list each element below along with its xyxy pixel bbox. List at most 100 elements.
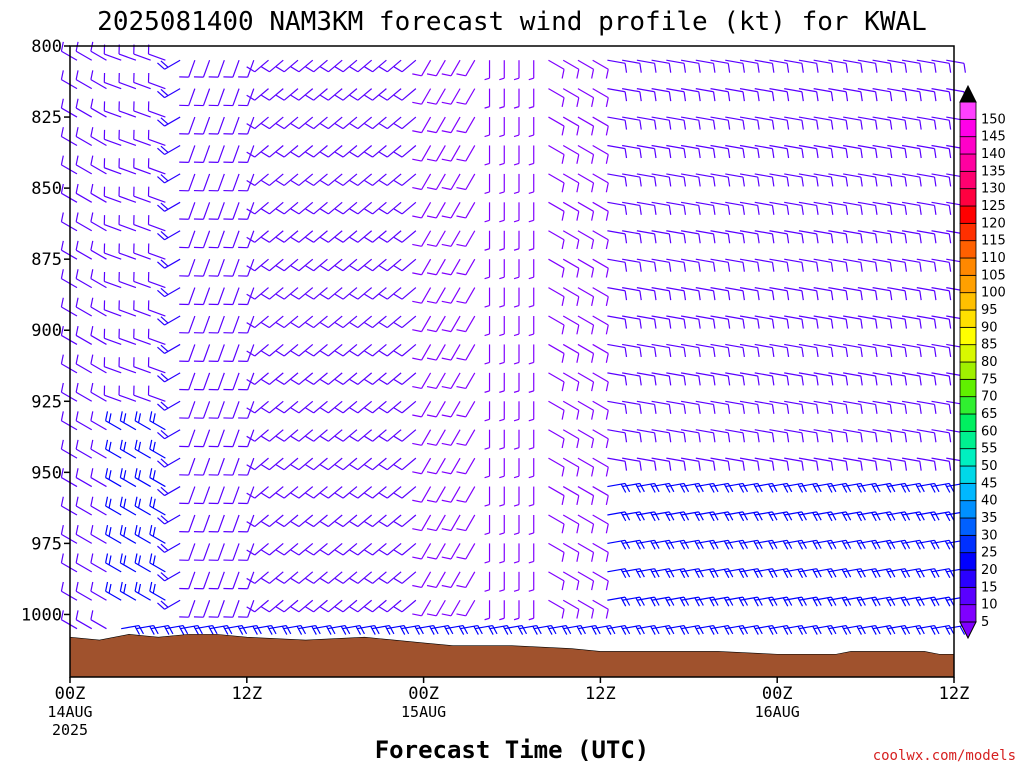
barb-flag-10kt (334, 265, 344, 272)
barb-shaft (651, 343, 670, 349)
wind-barb (119, 468, 137, 488)
barb-flag-10kt (75, 127, 79, 137)
wind-barb (828, 287, 849, 301)
barb-flag-10kt (412, 613, 422, 617)
wind-barb (695, 343, 716, 358)
barb-flag-10kt (197, 625, 203, 635)
barb-shaft (857, 482, 876, 488)
barb-flag-10kt (320, 577, 329, 584)
wind-barb (349, 230, 373, 243)
barb-shaft (386, 400, 402, 414)
wind-barb (103, 129, 122, 147)
barb-flag-10kt (712, 176, 716, 187)
barb-flag-10kt (393, 123, 403, 130)
barb-flag-10kt (256, 625, 262, 635)
wind-barb (813, 201, 834, 215)
barb-flag-10kt (364, 123, 373, 130)
barb-shaft (577, 258, 594, 269)
wind-barb (798, 457, 819, 471)
barb-shaft (372, 287, 387, 300)
barb-flag-10kt (305, 464, 314, 471)
barb-shaft (887, 429, 906, 434)
wind-barb (798, 173, 819, 187)
wind-barb (592, 457, 609, 477)
barb-flag-10kt (841, 597, 848, 607)
y-tick-label: 825 (31, 108, 62, 128)
wind-barb (441, 59, 461, 77)
barb-flag-10kt (344, 625, 351, 635)
barb-flag-5kt (513, 503, 520, 507)
barb-shaft (798, 568, 817, 573)
barb-flag-10kt (801, 290, 804, 301)
barb-flag-10kt (123, 441, 127, 452)
barb-flag-10kt (889, 483, 896, 493)
barb-shaft (202, 486, 211, 504)
barb-flag-10kt (845, 233, 849, 244)
barb-shaft (695, 315, 714, 320)
colorbar-swatch (959, 413, 977, 432)
barb-flag-10kt (727, 290, 731, 301)
barb-flag-10kt (349, 208, 359, 215)
barb-flag-10kt (904, 375, 908, 386)
barb-shaft (695, 372, 714, 377)
barb-shaft (739, 372, 758, 377)
barb-flag-10kt (246, 293, 256, 300)
barb-shaft (784, 343, 803, 349)
wind-barb (179, 116, 196, 135)
barb-flag-10kt (364, 322, 373, 329)
wind-barb (887, 173, 908, 187)
barb-flag-10kt (653, 347, 657, 358)
barb-flag-10kt (624, 539, 631, 549)
barb-flag-10kt (812, 597, 818, 607)
barb-flag-10kt (933, 404, 937, 414)
barb-flag-10kt (591, 410, 595, 420)
barb-shaft (357, 429, 373, 442)
barb-flag-10kt (826, 597, 833, 607)
barb-shaft (188, 571, 196, 589)
wind-barb (456, 173, 476, 191)
wind-barb (75, 411, 93, 431)
wind-barb (636, 230, 657, 244)
barb-shaft (725, 457, 744, 462)
barb-flag-10kt (826, 483, 833, 493)
wind-barb (916, 343, 937, 358)
wind-barb (577, 514, 595, 534)
wind-barb (290, 457, 314, 471)
wind-barb (305, 571, 328, 584)
colorbar-swatch (959, 257, 977, 276)
wind-barb (393, 571, 417, 584)
wind-barb (710, 116, 731, 130)
wind-barb (725, 482, 749, 493)
wind-barb (887, 596, 911, 607)
barb-shaft (61, 135, 78, 147)
barb-flag-10kt (874, 148, 878, 159)
wind-barb (246, 315, 269, 329)
barb-flag-10kt (426, 528, 437, 532)
barb-shaft (465, 344, 476, 361)
barb-flag-10kt (311, 625, 317, 635)
barb-shaft (813, 372, 832, 377)
barb-flag-10kt (845, 120, 849, 130)
wind-barb (725, 400, 745, 414)
barb-shaft (328, 145, 343, 158)
wind-barb (562, 400, 580, 420)
wind-barb (118, 243, 137, 260)
barb-shaft (872, 457, 891, 462)
barb-flag-10kt (683, 404, 687, 414)
wind-barb (636, 201, 657, 215)
wind-barb (916, 201, 937, 215)
wind-barb (577, 258, 595, 278)
barb-shaft (269, 457, 284, 471)
wind-barb (223, 514, 240, 533)
barb-shaft (202, 145, 211, 163)
wind-barb (441, 230, 461, 247)
barb-shaft (134, 505, 151, 516)
colorbar-label: 30 (981, 528, 998, 543)
barb-flag-10kt (393, 236, 403, 243)
wind-barb (813, 144, 834, 159)
wind-barb (149, 468, 166, 488)
wind-barb (528, 287, 535, 308)
barb-flag-10kt (591, 296, 595, 307)
wind-barb (246, 486, 269, 499)
barb-shaft (386, 230, 402, 243)
